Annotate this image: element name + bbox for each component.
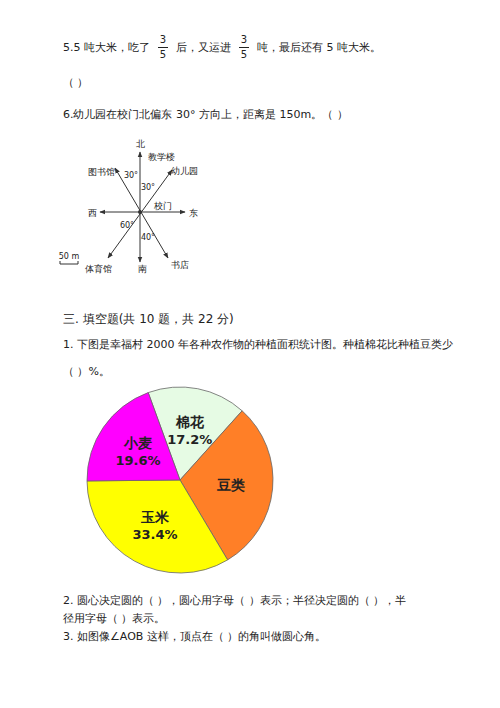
slice-category: 玉米 bbox=[140, 509, 170, 525]
direction-line bbox=[108, 170, 172, 258]
answer-blank: （ ） bbox=[63, 76, 89, 90]
question-text: 吨，最后还有 5 吨大米。 bbox=[257, 41, 381, 55]
place-label: 幼儿园 bbox=[171, 166, 198, 176]
fraction-bar bbox=[158, 47, 168, 48]
question-text: 5.5 吨大米，吃了 bbox=[63, 41, 150, 55]
direction-label: 东 bbox=[189, 208, 198, 218]
direction-label: 北 bbox=[136, 139, 145, 149]
angle-label: 30° bbox=[124, 171, 138, 180]
question-text: 3. 如图像∠AOB 这样，顶点在（ ）的角叫做圆心角。 bbox=[63, 630, 326, 644]
slice-value: 19.6% bbox=[115, 453, 160, 468]
angle-label: 30° bbox=[141, 183, 155, 192]
pie-chart: 棉花 17.2% 豆类玉米 33.4% 小麦 19.6% bbox=[0, 370, 500, 590]
scale-bar bbox=[60, 261, 78, 264]
center-point bbox=[138, 210, 142, 214]
place-label: 图书馆 bbox=[88, 167, 115, 177]
section-title: 三. 填空题(共 10 题，共 22 分) bbox=[63, 312, 234, 326]
page: 5.5 吨大米，吃了35后，又运进35吨，最后还有 5 吨大米。（ ）6.幼儿园… bbox=[0, 0, 500, 708]
fraction: 35 bbox=[158, 34, 168, 61]
pie-slice bbox=[87, 480, 228, 573]
fraction-bar bbox=[239, 47, 249, 48]
center-label: 校门 bbox=[153, 201, 172, 211]
question-text: 径用字母（ ）表示。 bbox=[63, 612, 166, 626]
slices bbox=[87, 387, 273, 573]
direction-label: 南 bbox=[138, 264, 147, 274]
slice-value: 17.2% bbox=[167, 432, 212, 447]
scale-label: 50 m bbox=[59, 252, 80, 261]
denominator: 5 bbox=[241, 49, 247, 61]
north-south-axis bbox=[140, 152, 141, 262]
question-text: 后，又运进 bbox=[176, 41, 231, 55]
numerator: 3 bbox=[241, 34, 247, 46]
slice-category: 棉花 bbox=[175, 414, 205, 430]
question-line: 5.5 吨大米，吃了35后，又运进35吨，最后还有 5 吨大米。 bbox=[63, 34, 381, 61]
slice-value: 33.4% bbox=[132, 527, 177, 542]
question-text: 6.幼儿园在校门北偏东 30° 方向上，距离是 150m。（ ） bbox=[63, 108, 348, 122]
place-label: 书店 bbox=[171, 260, 189, 270]
angle-label: 40° bbox=[141, 233, 155, 242]
denominator: 5 bbox=[160, 49, 166, 61]
slice-category: 豆类 bbox=[216, 477, 245, 493]
fraction: 35 bbox=[239, 34, 249, 61]
direction-label: 西 bbox=[88, 208, 97, 218]
question-text: 1. 下图是幸福村 2000 年各种农作物的种植面积统计图。种植棉花比种植豆类少 bbox=[63, 338, 453, 352]
direction-line bbox=[115, 168, 168, 258]
question-text: （ ）%。 bbox=[63, 365, 110, 379]
angle-label: 60° bbox=[120, 221, 134, 230]
slice-category: 小麦 bbox=[123, 435, 152, 451]
slice-labels: 棉花 17.2% 豆类玉米 33.4% 小麦 19.6% bbox=[115, 414, 245, 542]
pie-slice bbox=[87, 393, 180, 481]
place-label: 体育馆 bbox=[85, 264, 112, 274]
question-text: 2. 圆心决定圆的（ ），圆心用字母（ ）表示；半径决定圆的（ ），半 bbox=[63, 594, 406, 608]
numerator: 3 bbox=[160, 34, 166, 46]
west-east-axis bbox=[100, 212, 185, 213]
place-label: 教学楼 bbox=[148, 152, 175, 162]
compass-diagram: 北南 西 东 校门 教学楼图书馆 30° 幼儿园 30° 体育馆 60° 书店 40° 50 m bbox=[0, 0, 500, 300]
